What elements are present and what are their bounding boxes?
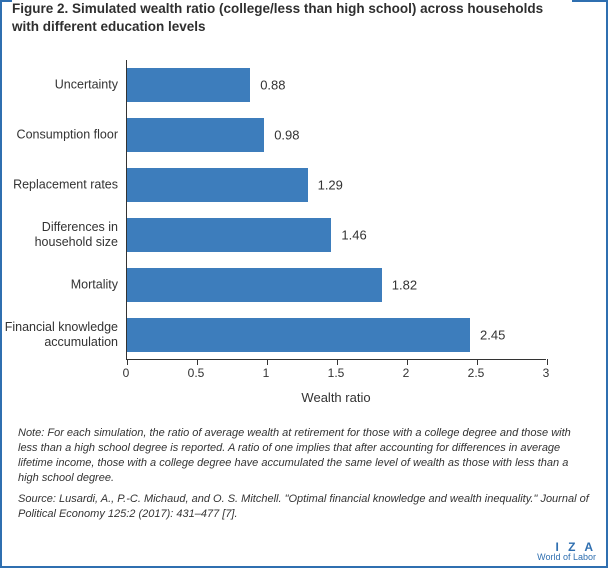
bar: 1.46 — [127, 218, 331, 252]
figure-title-wrap: Figure 2. Simulated wealth ratio (colleg… — [12, 0, 572, 36]
source-pre: : Lusardi, A., P.-C. Michaud, and O. S. … — [53, 493, 541, 505]
x-tick-label: 1.5 — [328, 366, 345, 380]
figure-source: Source: Lusardi, A., P.-C. Michaud, and … — [18, 492, 590, 522]
bar-value-label: 1.29 — [318, 178, 343, 193]
x-tick — [547, 359, 548, 365]
x-tick — [267, 359, 268, 365]
x-tick-label: 0 — [123, 366, 130, 380]
x-tick — [477, 359, 478, 365]
x-tick-label: 0.5 — [188, 366, 205, 380]
category-label: Uncertainty — [0, 78, 118, 93]
plot-region: 0.88Uncertainty0.98Consumption floor1.29… — [126, 60, 546, 360]
bar: 0.88 — [127, 68, 250, 102]
bar: 1.29 — [127, 168, 308, 202]
source-prefix: Source — [18, 493, 53, 505]
bar-value-label: 0.88 — [260, 78, 285, 93]
category-label: Replacement rates — [0, 178, 118, 193]
x-tick — [337, 359, 338, 365]
bar-value-label: 1.46 — [341, 228, 366, 243]
bar-value-label: 0.98 — [274, 128, 299, 143]
figure-frame: Figure 2. Simulated wealth ratio (colleg… — [0, 0, 608, 568]
x-tick-label: 1 — [263, 366, 270, 380]
bar-value-label: 2.45 — [480, 328, 505, 343]
x-tick-label: 2.5 — [468, 366, 485, 380]
iza-logo: I Z A World of Labor — [537, 541, 596, 562]
bar-value-label: 1.82 — [392, 278, 417, 293]
figure-title: Figure 2. Simulated wealth ratio (colleg… — [12, 0, 566, 36]
chart-area: 0.88Uncertainty0.98Consumption floor1.29… — [126, 60, 546, 380]
x-tick — [407, 359, 408, 365]
x-tick-label: 3 — [543, 366, 550, 380]
x-tick — [127, 359, 128, 365]
category-label: Consumption floor — [0, 128, 118, 143]
category-label: Differences in household size — [0, 220, 118, 250]
bar: 0.98 — [127, 118, 264, 152]
note-prefix: Note — [18, 427, 41, 439]
logo-line2: World of Labor — [537, 553, 596, 562]
bar: 1.82 — [127, 268, 382, 302]
note-text: : For each simulation, the ratio of aver… — [18, 427, 571, 484]
x-tick-label: 2 — [403, 366, 410, 380]
x-tick — [197, 359, 198, 365]
x-axis-title: Wealth ratio — [301, 390, 370, 405]
figure-note: Note: For each simulation, the ratio of … — [18, 426, 590, 485]
category-label: Mortality — [0, 278, 118, 293]
source-post: 125:2 (2017): 431–477 [7]. — [105, 508, 238, 520]
category-label: Financial knowledge accumulation — [0, 320, 118, 350]
bar: 2.45 — [127, 318, 470, 352]
